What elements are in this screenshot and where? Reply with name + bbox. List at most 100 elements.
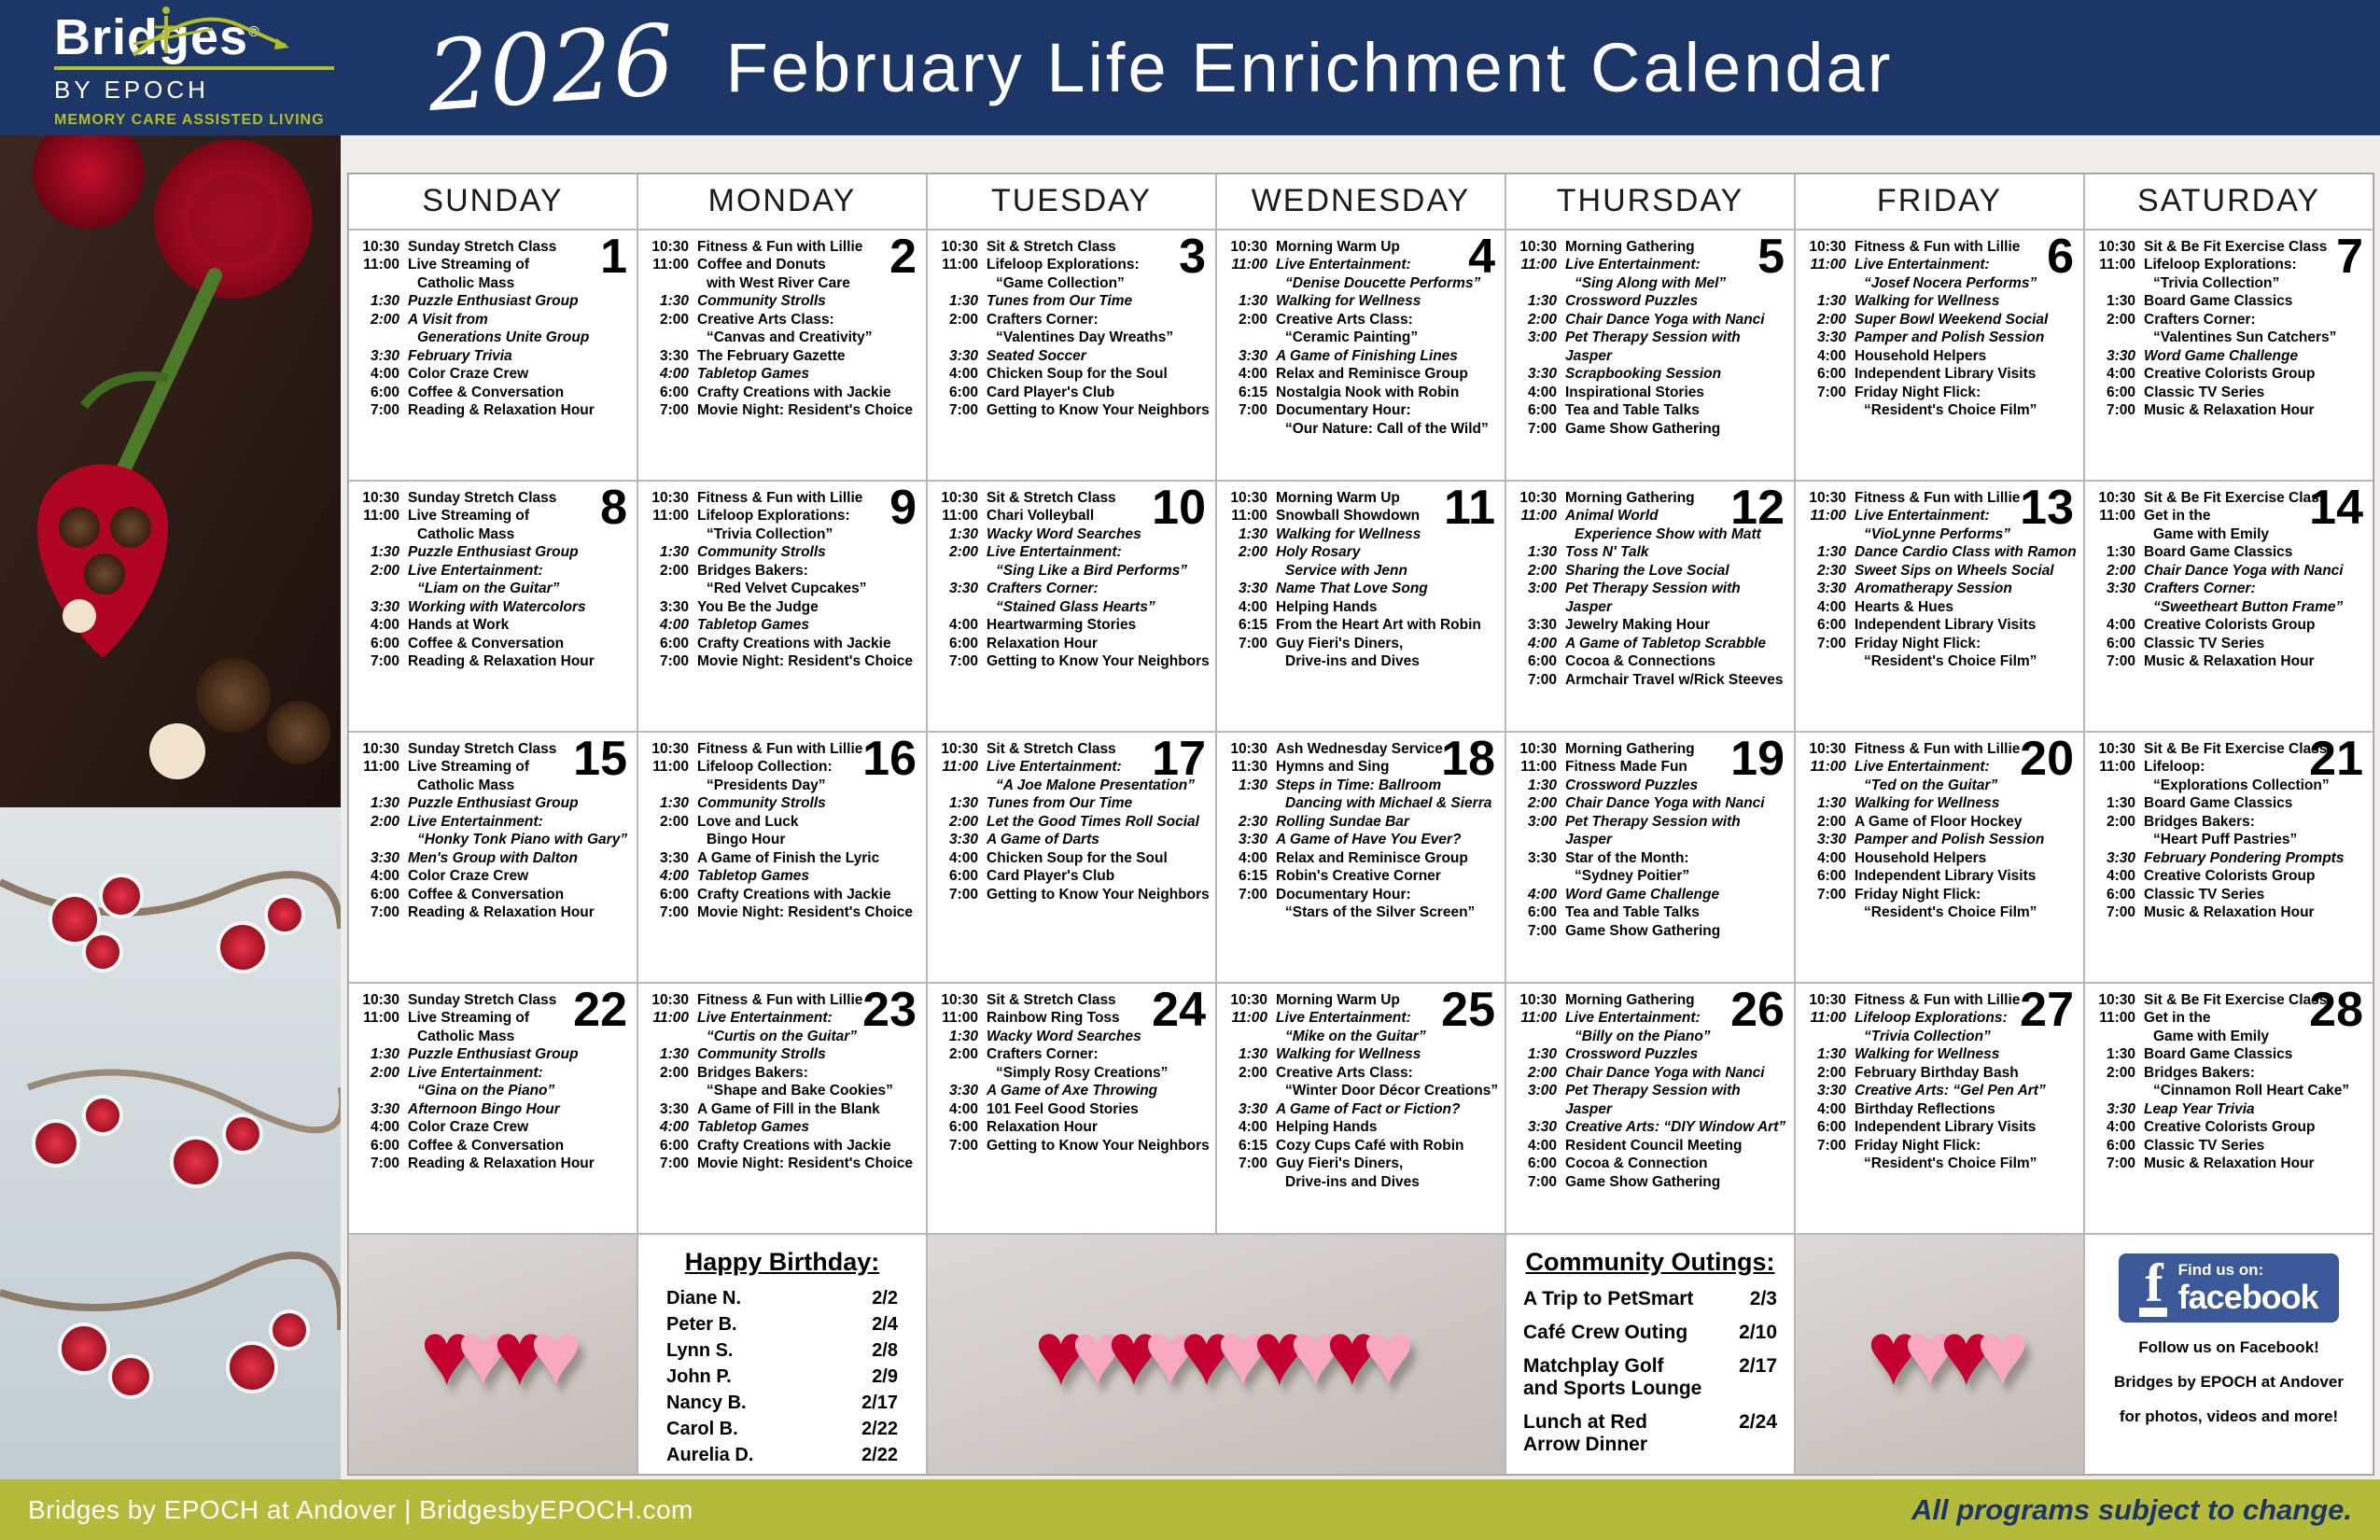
event-time: 4:00: [1816, 1100, 1846, 1117]
event-line: Movie Night: Resident's Choice: [697, 653, 914, 670]
day-number: 13: [2020, 480, 2074, 535]
event-line: Live Entertainment:: [1276, 257, 1411, 273]
event-line: Puzzle Enthusiast Group: [408, 795, 579, 812]
event: 2:00 Crafters Corner: “Valentines Day Wrea…: [934, 311, 1211, 347]
event-time: 3:30: [370, 1100, 399, 1117]
event: 3:00 Pet Therapy Session with Jasper: [1513, 813, 1790, 849]
day-cell-7: 7 10:30 Sit & Be Fit Exercise Class 11:00 Li…: [2084, 229, 2373, 481]
event-time: 2:00: [2106, 562, 2135, 579]
event-list: 10:30 Fitness & Fun with Lillie 11:00 Live …: [645, 991, 922, 1173]
day-number: 1: [600, 229, 627, 284]
event-line: Bridges Bakers:: [2144, 1064, 2255, 1081]
event-time: 6:00: [370, 384, 399, 400]
event-line: Working with Watercolors: [408, 598, 586, 615]
event-line: Lifeloop:: [2144, 759, 2205, 776]
event: 7:00 Reading & Relaxation Hour: [356, 401, 633, 420]
event-line: Word Game Challenge: [1565, 886, 1720, 903]
day-number: 9: [889, 480, 917, 535]
event-time: 11:00: [652, 759, 689, 776]
event-line: “Trivia Collection”: [707, 525, 833, 542]
event-text: Rainbow Ring Toss: [987, 1009, 1211, 1028]
event-line: Classic TV Series: [2144, 635, 2265, 651]
event-text: Live Entertainment: “Sing Like a Bird Per…: [987, 543, 1211, 580]
event-text: Sit & Stretch Class: [987, 991, 1211, 1010]
event-text: Community Strolls: [697, 794, 922, 813]
day-cell-16: 16 10:30 Fitness & Fun with Lillie 11:00 Lif…: [637, 731, 927, 983]
day-number: 25: [1441, 982, 1495, 1037]
event: 11:00 Live Streaming of Catholic Mass: [356, 1009, 633, 1045]
event-text: Color Craze Crew: [408, 867, 633, 886]
event-text: Classic TV Series: [2144, 886, 2369, 904]
event-line: “Resident's Choice Film”: [1864, 402, 2037, 419]
winter-berries-photo: [0, 807, 341, 1479]
days-grid: 1 10:30 Sunday Stretch Class 11:00 Live Stre…: [348, 229, 2373, 1234]
event-text: Live Entertainment: “Mike on the Guitar”: [1276, 1009, 1501, 1045]
event-text: Heartwarming Stories: [987, 616, 1211, 635]
event-text: Birthday Reflections: [1855, 1100, 2079, 1119]
event: 11:00 Rainbow Ring Toss: [934, 1009, 1211, 1028]
event-text: Crafters Corner: “Simply Rosy Creations”: [987, 1045, 1211, 1082]
event-text: Sunday Stretch Class: [408, 238, 633, 257]
event-line: Live Entertainment:: [408, 813, 543, 830]
hearts-garland-art: ♥ ♥ ♥ ♥ ♥ ♥ ♥ ♥ ♥ ♥: [1034, 1303, 1415, 1404]
event: 6:00 Independent Library Visits: [1802, 365, 2079, 384]
event-time: 1:30: [948, 795, 978, 812]
event-text: Fitness & Fun with Lillie: [697, 991, 922, 1010]
facebook-line-2: Bridges by EPOCH at Andover: [2114, 1372, 2344, 1391]
event-text: Sweet Sips on Wheels Social: [1855, 562, 2079, 581]
event-line: Color Craze Crew: [408, 868, 529, 885]
event-time: 6:00: [1816, 617, 1846, 634]
event-text: Independent Library Visits: [1855, 1118, 2079, 1137]
event-time: 4:00: [948, 1100, 978, 1117]
event-line: Community Strolls: [697, 1046, 826, 1063]
event-line: Star of the Month:: [1565, 849, 1689, 866]
event-line: Inspirational Stories: [1565, 384, 1705, 400]
event-text: The February Gazette: [697, 347, 922, 366]
facebook-badge-text: Find us on: facebook: [2178, 1262, 2319, 1314]
event: 1:30 Tunes from Our Time: [934, 292, 1211, 311]
event-time: 10:30: [1809, 740, 1846, 757]
event-text: Cocoa & Connection: [1565, 1155, 1790, 1173]
event: 6:00 Classic TV Series: [2092, 1137, 2369, 1155]
event-line: A Game of Fact or Fiction?: [1276, 1100, 1461, 1117]
event-text: Crafty Creations with Jackie: [697, 886, 922, 904]
event-text: Bridges Bakers: “Red Velvet Cupcakes”: [697, 562, 922, 598]
event: 3:00 Pet Therapy Session with Jasper: [1513, 329, 1790, 365]
event: 1:30 Walking for Wellness: [1224, 292, 1501, 311]
event-line: Hearts & Hues: [1855, 598, 1953, 615]
day-number: 5: [1757, 229, 1785, 284]
heart-icon: ♥: [1107, 1303, 1160, 1404]
event: 4:00 Color Craze Crew: [356, 1118, 633, 1137]
event-time: 10:30: [1809, 238, 1846, 255]
event-line: Chicken Soup for the Soul: [987, 366, 1168, 383]
event-line: Guy Fieri's Diners,: [1276, 1155, 1404, 1172]
event: 11:00 Live Entertainment: “A Joe Malone Pr…: [934, 758, 1211, 794]
event-time: 10:30: [2098, 740, 2135, 757]
event-time: 6:00: [1527, 904, 1557, 921]
event-line: Live Entertainment:: [1276, 1010, 1411, 1027]
event-text: Movie Night: Resident's Choice: [697, 1155, 922, 1173]
event-time: 7:00: [1238, 635, 1267, 651]
event-text: Independent Library Visits: [1855, 867, 2079, 886]
event-time: 7:00: [2106, 402, 2135, 419]
event-text: Toss N' Talk: [1565, 543, 1790, 562]
event-text: Morning Gathering: [1565, 740, 1790, 759]
event-line: Creative Arts Class:: [697, 311, 834, 328]
event: 3:00 Pet Therapy Session with Jasper: [1513, 580, 1790, 616]
event-text: Crafty Creations with Jackie: [697, 384, 922, 402]
event: 2:00 February Birthday Bash: [1802, 1064, 2079, 1083]
event-time: 7:00: [370, 402, 399, 419]
calendar-grid: SUNDAY MONDAY TUESDAY WEDNESDAY THURSDAY FRID…: [347, 173, 2374, 1476]
event: 10:30 Sunday Stretch Class: [356, 991, 633, 1010]
event: 4:00 Heartwarming Stories: [934, 616, 1211, 635]
event-time: 3:30: [2106, 581, 2135, 597]
event-line: “Valentines Sun Catchers”: [2153, 329, 2337, 346]
event-line: Coffee & Conversation: [408, 886, 565, 903]
event-line: Lifeloop Explorations:: [2144, 257, 2297, 273]
event-time: 4:00: [370, 868, 399, 885]
event-text: Coffee and Donuts with West River Care: [697, 256, 922, 292]
event: 1:30 Board Game Classics: [2092, 794, 2369, 813]
event-text: Fitness & Fun with Lillie: [1855, 740, 2079, 759]
event-time: 4:00: [1816, 849, 1846, 866]
event: 1:30 Crossword Puzzles: [1513, 292, 1790, 311]
